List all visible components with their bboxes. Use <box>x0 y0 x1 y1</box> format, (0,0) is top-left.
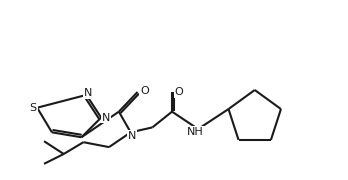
Text: S: S <box>30 103 37 113</box>
Text: N: N <box>84 88 93 98</box>
Text: O: O <box>140 86 149 96</box>
Text: N: N <box>102 112 110 123</box>
Text: N: N <box>127 131 136 141</box>
Text: NH: NH <box>187 127 204 137</box>
Text: O: O <box>175 87 183 97</box>
